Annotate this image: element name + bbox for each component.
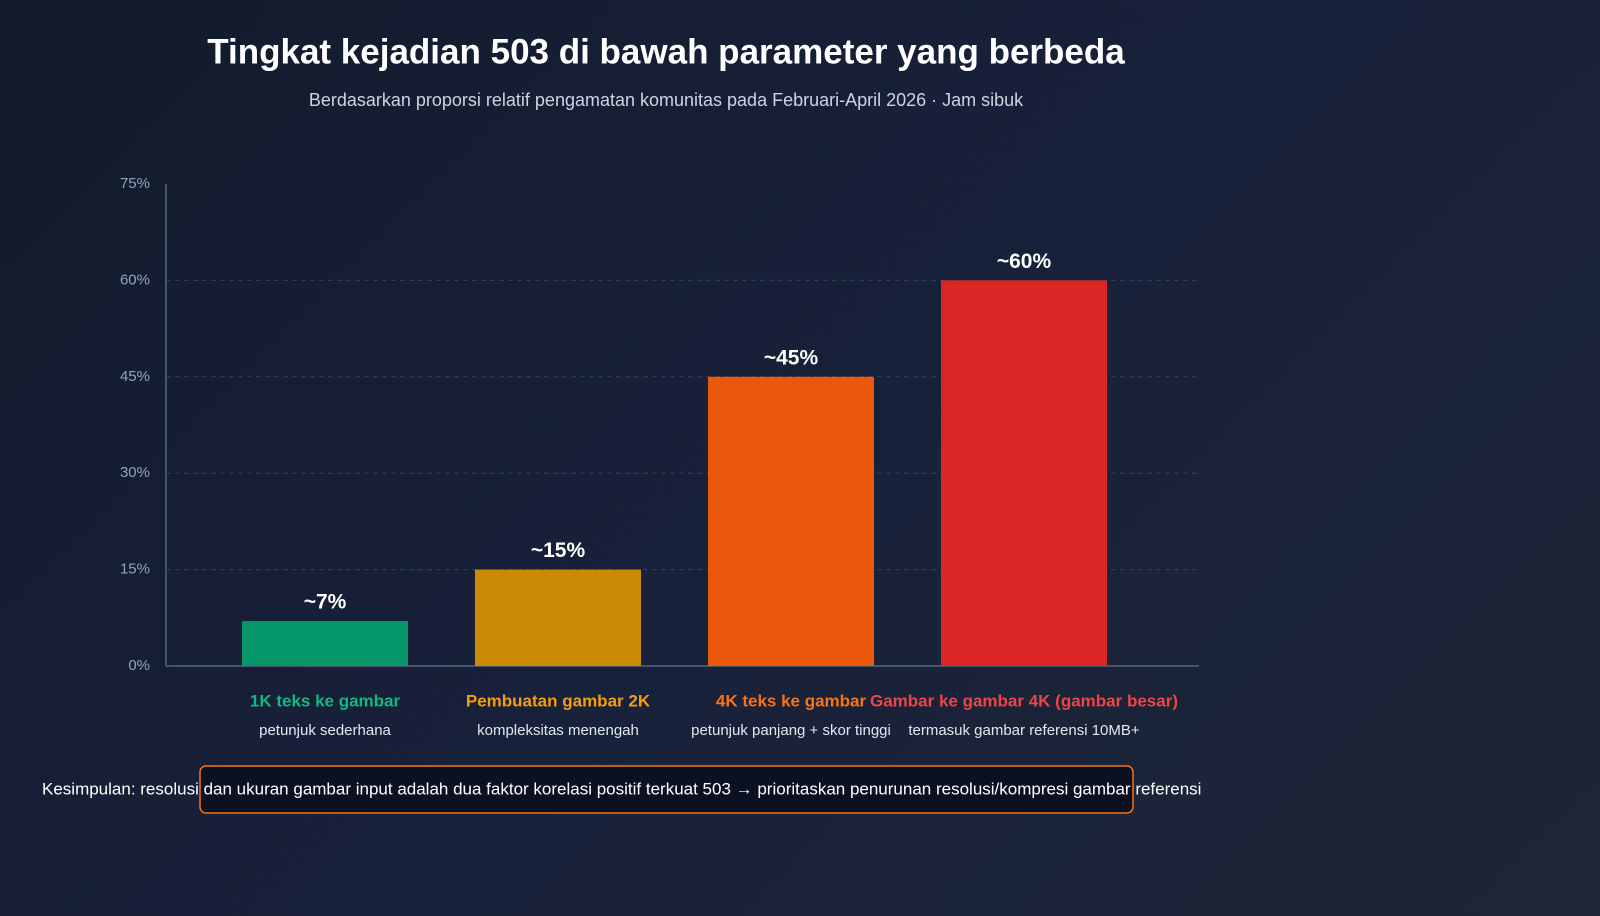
bar — [475, 569, 641, 666]
x-tick-note: petunjuk panjang + skor tinggi — [691, 722, 891, 739]
conclusion: Kesimpulan: resolusi dan ukuran gambar i… — [42, 779, 1201, 798]
chart-subtitle: Berdasarkan proporsi relatif pengamatan … — [309, 90, 1024, 110]
x-tick-label: 1K teks ke gambar — [250, 691, 401, 710]
y-tick-label: 30% — [120, 464, 150, 481]
bar — [708, 376, 874, 666]
value-label: ~60% — [997, 250, 1052, 273]
x-tick-label: Pembuatan gambar 2K — [466, 691, 651, 710]
y-tick-label: 75% — [120, 175, 150, 192]
x-tick-note: termasuk gambar referensi 10MB+ — [908, 722, 1140, 739]
value-label: ~45% — [764, 346, 819, 369]
y-tick-label: 45% — [120, 368, 150, 385]
y-tick-label: 60% — [120, 271, 150, 288]
x-tick-note: kompleksitas menengah — [477, 722, 639, 739]
conclusion-box — [199, 765, 1134, 814]
x-tick-label: Gambar ke gambar 4K (gambar besar) — [870, 691, 1178, 710]
bar — [941, 280, 1107, 666]
y-tick-label: 0% — [128, 657, 150, 674]
y-tick-label: 15% — [120, 561, 150, 578]
x-tick-note: petunjuk sederhana — [259, 722, 391, 739]
bar — [242, 621, 408, 666]
value-label: ~15% — [531, 539, 586, 562]
chart-title: Tingkat kejadian 503 di bawah parameter … — [207, 32, 1125, 71]
x-tick-label: 4K teks ke gambar — [716, 691, 867, 710]
value-label: ~7% — [304, 591, 347, 614]
